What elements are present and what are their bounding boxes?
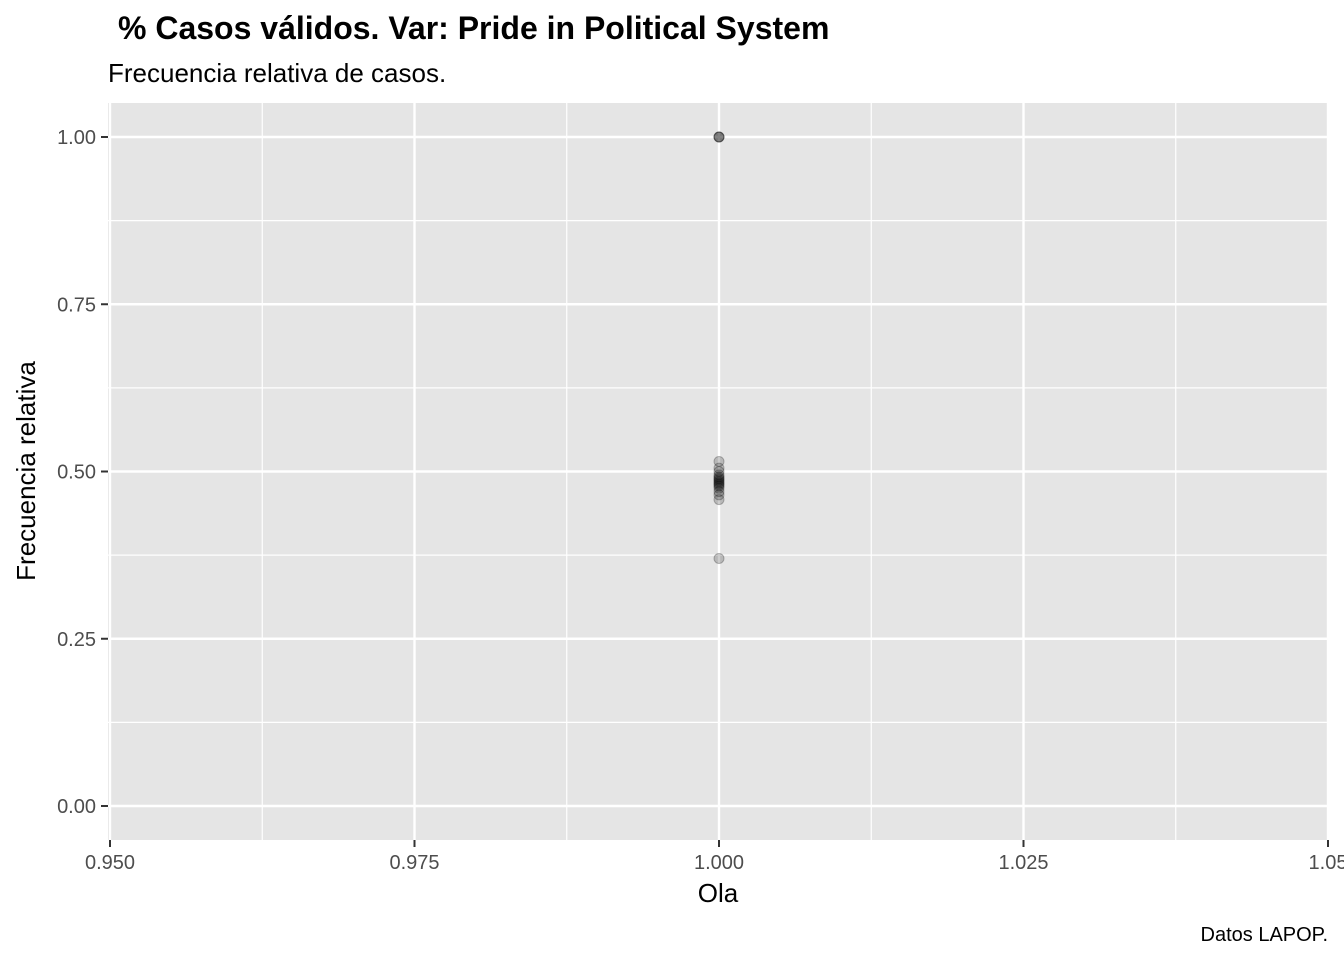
- data-point: [713, 479, 725, 491]
- x-tick-label: 1.000: [694, 852, 744, 874]
- data-point: [713, 486, 725, 498]
- y-tick-label: 0.00: [57, 796, 96, 818]
- data-point: [713, 469, 725, 481]
- chart-subtitle: Frecuencia relativa de casos.: [108, 58, 446, 88]
- data-point: [713, 475, 725, 487]
- x-tick-label: 1.025: [998, 852, 1048, 874]
- y-axis-title: Frecuencia relativa: [11, 361, 41, 581]
- chart-title: % Casos válidos. Var: Pride in Political…: [118, 10, 829, 46]
- data-point: [713, 462, 725, 474]
- data-point: [713, 478, 725, 490]
- x-tick-label: 0.950: [85, 852, 135, 874]
- data-point: [713, 476, 725, 488]
- data-points: [713, 131, 725, 564]
- y-tick-label: 0.75: [57, 294, 96, 316]
- x-axis-title: Ola: [698, 878, 739, 908]
- grid-major: [108, 103, 1330, 840]
- chart-caption: Datos LAPOP.: [1201, 924, 1328, 946]
- data-point: [713, 131, 725, 143]
- data-point: [713, 472, 725, 484]
- y-axis: 0.00 0.25 0.50 0.75 1.00: [57, 127, 108, 818]
- x-tick-label: 1.05: [1309, 852, 1344, 874]
- y-tick-label: 0.25: [57, 629, 96, 651]
- data-point: [713, 131, 725, 143]
- y-tick-label: 0.50: [57, 462, 96, 484]
- data-point: [713, 466, 725, 477]
- data-point: [713, 494, 725, 506]
- x-axis: 0.950 0.975 1.000 1.025 1.05: [85, 840, 1344, 874]
- y-tick-label: 1.00: [57, 127, 96, 149]
- data-point: [713, 480, 725, 492]
- data-point: [713, 131, 725, 143]
- data-point: [713, 489, 725, 501]
- data-point: [713, 482, 725, 494]
- data-point: [713, 455, 725, 467]
- data-point: [713, 552, 725, 564]
- x-tick-label: 0.975: [389, 852, 439, 874]
- data-point: [713, 474, 725, 486]
- data-point: [713, 471, 725, 483]
